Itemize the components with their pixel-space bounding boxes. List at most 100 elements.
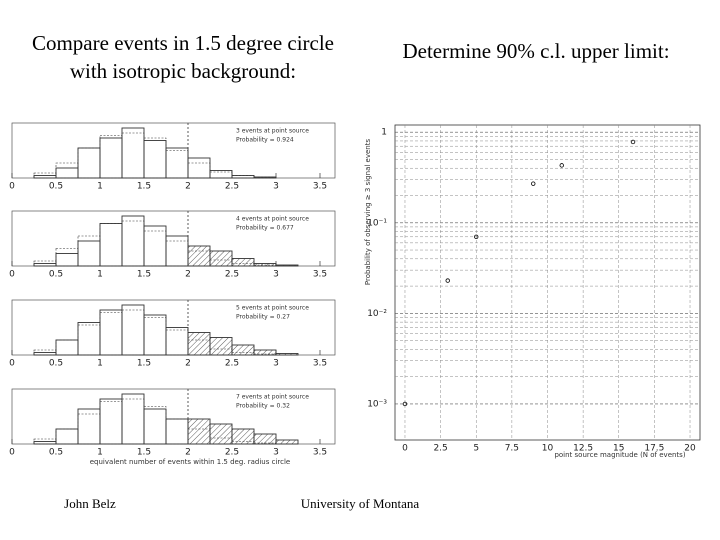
x-tick-label: 1 [97, 448, 103, 458]
background-bin [99, 223, 123, 267]
x-axis-label: point source magnitude (N of events) [554, 451, 685, 459]
observed-bin [231, 175, 255, 179]
data-point [559, 163, 564, 168]
observed-bin [253, 176, 277, 179]
x-tick-label: 10 [542, 444, 554, 454]
observed-bin [99, 398, 123, 445]
observed-bin [55, 253, 79, 267]
observed-bin [55, 339, 79, 356]
observed-bin [55, 428, 79, 445]
data-point [445, 278, 450, 283]
x-tick-label: 1 [97, 182, 103, 192]
x-tick-label: 20 [684, 444, 696, 454]
observed-bin [275, 353, 299, 356]
x-tick-label: 2.5 [225, 359, 239, 369]
background-bin [187, 162, 211, 179]
observed-bin [209, 337, 233, 356]
observed-bin [143, 140, 167, 179]
footer-institution: University of Montana [301, 496, 420, 511]
x-tick-label: 2.5 [225, 270, 239, 280]
x-tick-label: 0 [9, 270, 15, 280]
background-bin [77, 413, 101, 445]
y-tick-label: 10⁻² [367, 309, 387, 319]
legend-text: Probability = 0.27 [236, 314, 290, 321]
observed-bin [275, 264, 299, 267]
observed-bin [253, 263, 277, 267]
observed-bin [187, 418, 211, 445]
observed-bin [33, 263, 57, 267]
right-heading: Determine 90% c.l. upper limit: [402, 39, 669, 63]
observed-bin [33, 441, 57, 445]
x-tick-label: 2.5 [225, 182, 239, 192]
observed-bin [187, 332, 211, 356]
observed-bin [253, 433, 277, 445]
legend-text: Probability = 0.32 [236, 403, 290, 410]
x-tick-label: 2 [185, 359, 191, 369]
observed-bin [99, 137, 123, 179]
x-tick-label: 1.5 [137, 359, 151, 369]
legend-text: 4 events at point source [236, 216, 309, 223]
background-bin [121, 309, 145, 356]
x-tick-label: 2.5 [433, 444, 447, 454]
observed-bin [121, 393, 145, 445]
y-tick-label: 10⁻³ [367, 399, 387, 409]
observed-bin [209, 170, 233, 179]
background-bin [165, 329, 189, 356]
x-tick-label: 1.5 [137, 270, 151, 280]
background-bin [55, 339, 79, 356]
y-tick-label: 1 [381, 128, 387, 138]
observed-bin [165, 327, 189, 356]
x-tick-label: 3.5 [313, 182, 327, 192]
x-tick-label: 3 [273, 359, 279, 369]
x-tick-label: 5 [473, 444, 479, 454]
x-tick-label: 0.5 [49, 270, 63, 280]
x-tick-label: 3.5 [313, 359, 327, 369]
x-tick-label: 17.5 [644, 444, 664, 454]
observed-bin [99, 223, 123, 267]
observed-bin [231, 428, 255, 445]
observed-bin [77, 240, 101, 267]
x-tick-label: 15 [613, 444, 624, 454]
background-bin [77, 235, 101, 267]
observed-bin [77, 147, 101, 179]
background-bin [143, 317, 167, 356]
x-axis-label: equivalent number of events within 1.5 d… [90, 458, 291, 466]
x-tick-label: 2 [185, 448, 191, 458]
background-bin [143, 137, 167, 179]
x-tick-label: 2 [185, 182, 191, 192]
observed-bin [253, 349, 277, 356]
observed-bin [143, 408, 167, 445]
left-heading: Compare events in 1.5 degree circle [32, 31, 334, 55]
x-tick-label: 1 [97, 270, 103, 280]
data-point [402, 401, 408, 407]
x-tick-label: 3 [273, 448, 279, 458]
observed-bin [143, 225, 167, 267]
y-tick-label: 10⁻¹ [367, 218, 387, 228]
x-tick-label: 3 [273, 270, 279, 280]
observed-bin [143, 314, 167, 356]
observed-bin [121, 215, 145, 267]
footer-author: John Belz [64, 496, 116, 511]
x-tick-label: 2 [185, 270, 191, 280]
observed-bin [165, 418, 189, 445]
x-tick-label: 3.5 [313, 270, 327, 280]
observed-bin [231, 344, 255, 356]
x-tick-label: 0 [9, 448, 15, 458]
background-bin [165, 240, 189, 267]
x-tick-label: 1.5 [137, 448, 151, 458]
observed-bin [121, 127, 145, 179]
observed-bin [77, 322, 101, 356]
x-tick-label: 7.5 [505, 444, 519, 454]
data-point [630, 139, 636, 145]
observed-bin [165, 235, 189, 267]
background-bin [77, 324, 101, 356]
data-point [474, 234, 479, 239]
y-axis-label: Probability of observing ≥ 3 signal even… [364, 139, 372, 286]
observed-bin [33, 175, 57, 179]
legend-text: 3 events at point source [236, 128, 309, 135]
background-bin [121, 398, 145, 445]
x-tick-label: 1.5 [137, 182, 151, 192]
x-tick-label: 0 [9, 182, 15, 192]
legend-text: 5 events at point source [236, 305, 309, 312]
